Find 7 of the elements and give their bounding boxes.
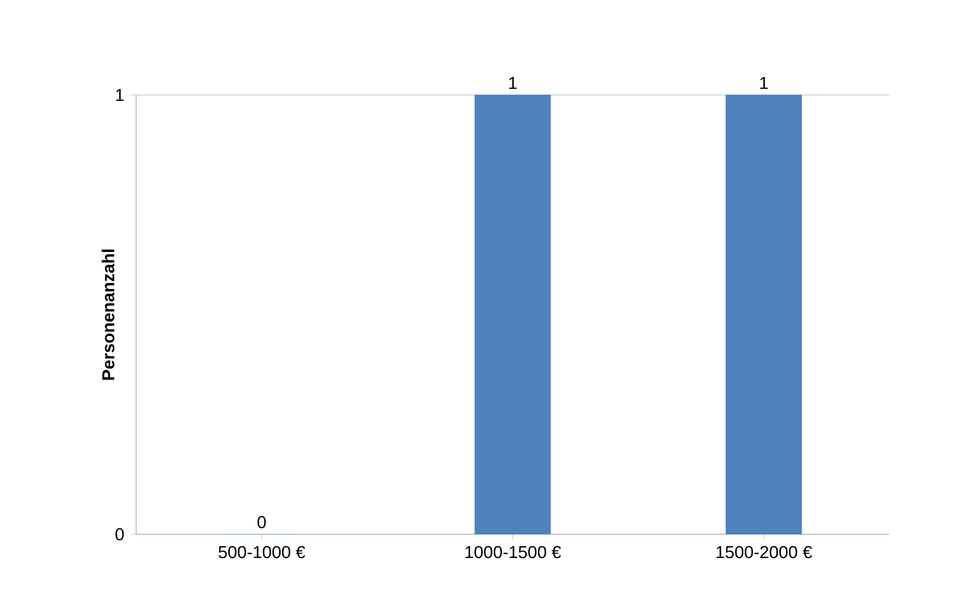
x-tick-label: 1500-2000 € bbox=[716, 546, 812, 558]
data-label: 0 bbox=[258, 516, 266, 528]
y-axis-title: Personenanzahl bbox=[102, 250, 114, 380]
data-label: 1 bbox=[509, 76, 517, 89]
data-label: 1 bbox=[760, 76, 768, 89]
x-tick-label: 500-1000 € bbox=[218, 546, 306, 558]
x-tick-label: 1000-1500 € bbox=[466, 546, 561, 558]
